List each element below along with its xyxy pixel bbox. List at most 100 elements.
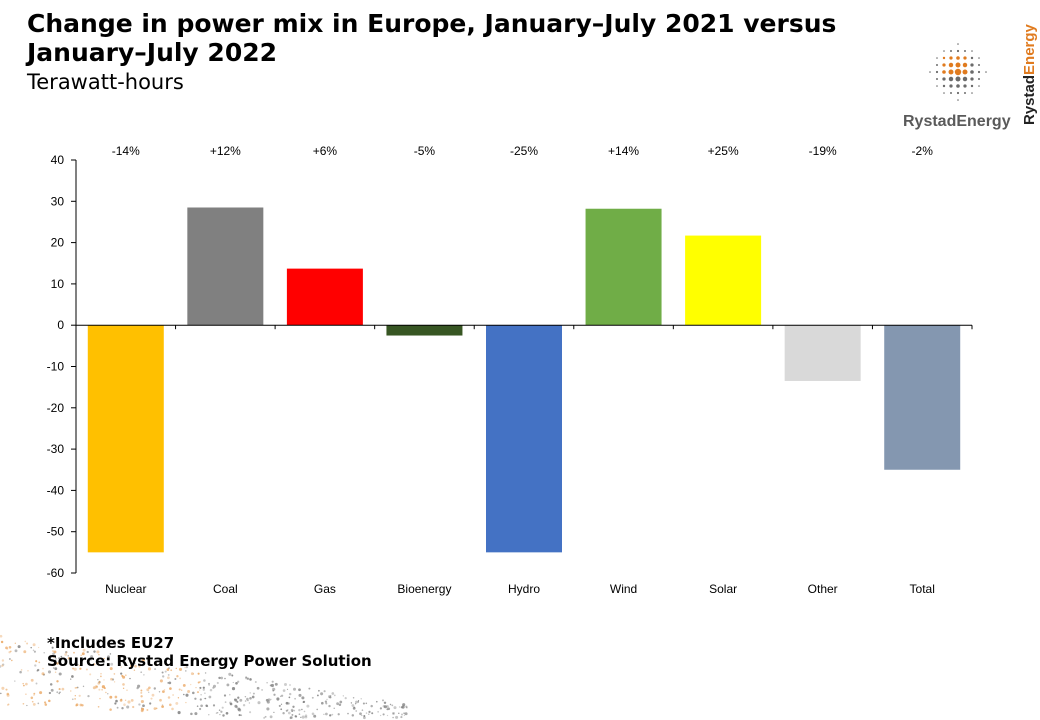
decor-dot <box>158 691 161 693</box>
decor-dot <box>403 712 405 715</box>
decor-dot <box>65 651 68 654</box>
decor-dot <box>185 666 188 669</box>
decor-dot <box>48 699 51 703</box>
decor-dot <box>344 697 347 700</box>
decor-dot <box>212 704 216 707</box>
decor-dot <box>339 700 343 704</box>
decor-dot <box>132 705 135 709</box>
decor-dot <box>406 707 408 709</box>
decor-dot <box>328 704 331 708</box>
decor-dot <box>204 672 207 674</box>
decor-dot <box>325 712 328 716</box>
decor-dot <box>249 692 251 694</box>
decor-dot <box>94 685 98 689</box>
logo-dot <box>970 56 974 60</box>
decor-dot <box>215 712 218 714</box>
decor-dot <box>30 696 34 700</box>
logo-dot <box>950 50 952 52</box>
decor-dot <box>138 665 141 668</box>
zero-line <box>76 324 973 330</box>
decor-dot <box>355 710 358 712</box>
decor-dot <box>325 702 328 705</box>
decor-dot <box>1 686 5 690</box>
decor-dot <box>133 669 136 671</box>
decor-dot <box>270 698 272 701</box>
y-tick-label: 0 <box>57 318 64 332</box>
decor-dot <box>282 689 286 692</box>
decor-dot <box>166 668 170 671</box>
decor-dot <box>231 687 236 691</box>
decor-dot <box>123 656 126 660</box>
decor-dot <box>288 696 291 699</box>
decor-dot <box>265 698 269 702</box>
decor-dot <box>141 659 145 663</box>
decor-dot <box>292 687 297 691</box>
category-label-wind: Wind <box>610 582 637 596</box>
logo-dot <box>943 50 945 52</box>
decor-dot <box>130 699 134 702</box>
decor-dot <box>90 655 94 659</box>
decor-dot <box>194 697 197 700</box>
decor-dot <box>185 701 187 704</box>
decor-dot <box>225 711 229 715</box>
logo-dot <box>970 84 974 88</box>
decor-dot <box>116 706 119 709</box>
decor-dot <box>195 686 197 689</box>
decor-dot <box>59 691 61 694</box>
decor-dot <box>133 662 136 665</box>
decor-dot <box>167 682 169 684</box>
decor-dot <box>1 659 5 662</box>
y-tick-label: -60 <box>47 566 65 580</box>
decor-dot <box>232 681 234 684</box>
decor-dot <box>246 697 249 701</box>
decor-dot <box>292 705 295 708</box>
decor-dot <box>347 712 349 715</box>
decor-dot <box>377 711 379 713</box>
decor-dot <box>276 697 280 701</box>
decor-dot <box>226 683 230 687</box>
decor-dot <box>32 703 36 706</box>
decor-dot <box>199 689 201 691</box>
decor-dot <box>302 701 305 703</box>
decor-dot <box>127 700 131 704</box>
decor-dot <box>383 701 387 705</box>
logo-dot <box>977 70 981 74</box>
logo-dot <box>949 84 953 88</box>
bar-nuclear <box>87 325 164 553</box>
decor-dot <box>400 716 403 719</box>
decor-dot <box>103 679 105 681</box>
decor-dot <box>56 662 59 665</box>
category-labels: Nuclear Coal Gas Bioenergy Hydro Wind Solar Oth… <box>105 582 935 596</box>
decor-dot <box>54 659 57 663</box>
decor-dot <box>273 711 275 714</box>
category-label-hydro: Hydro <box>508 582 540 596</box>
decor-dot <box>249 696 252 700</box>
decor-dot <box>286 709 289 711</box>
decor-dot <box>95 685 98 688</box>
svg-text:RystadEnergy: RystadEnergy <box>1021 23 1038 125</box>
decor-dot <box>229 701 232 704</box>
decor-dot <box>352 706 356 710</box>
percent-labels: -14% +12% +6% -5% -25% +14% +25% -19% -2% <box>112 144 933 158</box>
decor-dot <box>37 646 40 649</box>
decor-dot <box>391 704 394 707</box>
decor-dot <box>19 670 22 674</box>
decor-dot <box>51 646 54 649</box>
decor-dot <box>25 682 28 686</box>
decor-dot <box>323 713 325 716</box>
decor-dot <box>134 664 137 668</box>
decor-dot <box>185 693 189 697</box>
decor-dot <box>280 708 283 711</box>
logo-dot <box>985 71 987 73</box>
decor-dot <box>321 701 324 705</box>
decor-dot <box>81 704 84 707</box>
decor-dot <box>208 714 210 716</box>
decor-dot <box>238 714 241 717</box>
logo-dot <box>964 92 966 94</box>
percent-label-other: -19% <box>809 144 837 158</box>
decor-dot <box>1 664 4 667</box>
decor-dot <box>148 691 150 693</box>
decor-dot <box>96 650 100 654</box>
decor-dot <box>167 676 170 680</box>
decor-dot <box>42 667 44 670</box>
